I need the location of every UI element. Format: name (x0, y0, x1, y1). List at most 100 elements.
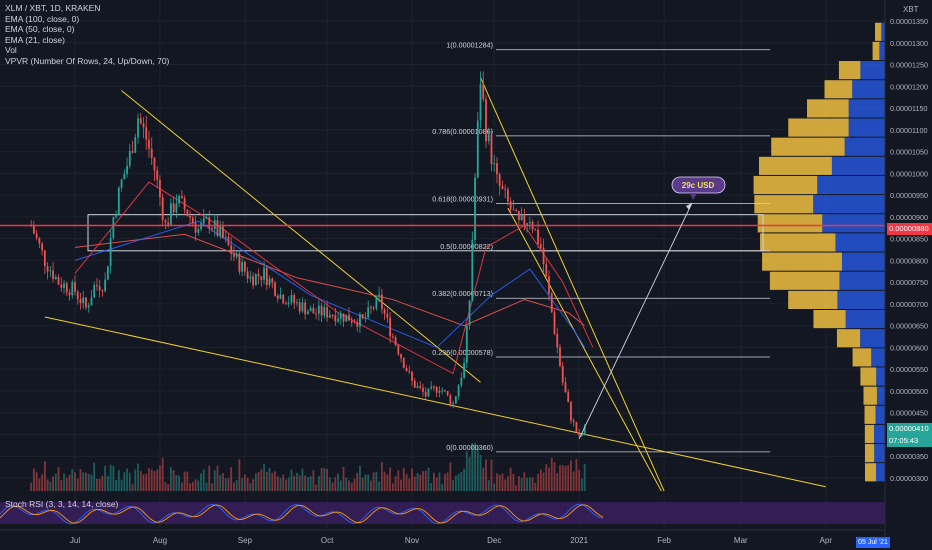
candle-body (249, 276, 252, 279)
legend-ema100[interactable]: EMA (100, close, 0) (5, 13, 80, 24)
candle-body (307, 311, 309, 315)
volume-bar (405, 474, 408, 491)
legend-vpvr[interactable]: VPVR (Number Of Rows, 24, Up/Down, 70) (5, 55, 170, 66)
volume-bar (96, 478, 98, 491)
candle-body (263, 267, 265, 280)
volume-bar (430, 483, 433, 491)
candle-body (567, 392, 570, 403)
volume-bar (331, 482, 334, 491)
candle-body (485, 99, 487, 142)
trend-lines[interactable] (44, 77, 826, 492)
candle-body (293, 294, 296, 303)
candle-body (52, 270, 54, 279)
candle-body (197, 229, 200, 233)
vpvr-bar-up (813, 195, 885, 214)
candle-body (389, 317, 391, 337)
candle-body (156, 170, 159, 180)
vpvr-bar-up (852, 80, 885, 99)
candle-body (359, 314, 361, 327)
candle-body (137, 118, 139, 138)
volume-bar (507, 476, 509, 491)
legend-ema21[interactable]: EMA (21, close) (5, 34, 65, 45)
candle-body (82, 297, 85, 304)
candle-body (559, 347, 561, 366)
vpvr-bar-down (771, 137, 845, 156)
fibonacci-retracement[interactable]: 1(0.00001284) 0.786(0.00001086) 0.618(0.00… (432, 41, 770, 453)
volume-bar (444, 473, 446, 491)
volume-bar (391, 483, 394, 491)
candle-body (504, 188, 507, 190)
candle-body (575, 422, 578, 433)
volume-bar (167, 484, 170, 491)
volume-bar (326, 469, 328, 491)
volume-bar (337, 473, 339, 491)
candle-body (35, 233, 38, 238)
fib-level-label: 0.5(0.00000822) (440, 242, 493, 251)
volume-bar (93, 462, 96, 491)
candle-body (328, 314, 331, 318)
volume-bar (433, 472, 435, 491)
candle-body (545, 264, 548, 277)
resistance-zone[interactable] (87, 214, 764, 252)
candle-body (400, 354, 402, 359)
candle-body (202, 218, 205, 224)
candle-body (317, 305, 320, 314)
volume-bar (528, 477, 531, 491)
vpvr-bar-down (788, 118, 849, 137)
volume-bar (386, 474, 389, 491)
volume-bar (279, 478, 282, 491)
legend-vol[interactable]: Vol (5, 45, 17, 56)
vpvr-bar-down (838, 61, 861, 80)
candle-body (468, 300, 471, 326)
symbol-title[interactable]: XLM / XBT, 1D, KRAKEN (5, 3, 101, 13)
trend-line (480, 77, 665, 492)
candle-body (449, 395, 452, 405)
volume-bar (115, 480, 117, 491)
vpvr-bar-up (848, 118, 885, 137)
volume-bar (238, 459, 241, 491)
candle-body (87, 305, 90, 308)
candle-body (68, 292, 71, 296)
fib-level-label: 1(0.00001284) (446, 41, 493, 50)
candle-body (139, 118, 142, 124)
candle-body (241, 261, 244, 272)
annotations[interactable]: 29c USD (0, 176, 885, 440)
candle-body (581, 434, 583, 436)
price-tick-label: 0.00001100 (890, 126, 927, 135)
vpvr-bar-down (757, 214, 823, 233)
rsi-legend[interactable]: Stoch RSI (3, 3, 14, 14, close) (5, 499, 119, 509)
candle-body (265, 267, 268, 286)
candle-body (452, 403, 455, 405)
candle-body (548, 276, 550, 294)
volume-bar (208, 465, 211, 491)
volume-bar (380, 462, 383, 491)
candle-body (43, 250, 46, 267)
volume-bar (372, 472, 375, 491)
volume-bar (424, 470, 427, 491)
price-tick-label: 0.00000600 (890, 343, 928, 352)
volume-bar (104, 465, 107, 491)
candle-body (142, 123, 145, 128)
legend-ema50[interactable]: EMA (50, close, 0) (5, 24, 75, 35)
volume-bar (479, 455, 482, 491)
volume-bar (471, 443, 474, 491)
volume-bar (260, 469, 263, 491)
volume-bar (134, 469, 137, 491)
time-axis-bg (0, 530, 885, 550)
candle-body (167, 222, 170, 225)
candle-body (279, 294, 282, 299)
candle-body (219, 226, 222, 236)
vpvr-bar-down (753, 175, 818, 195)
volume-bar (307, 477, 309, 491)
candle-body (120, 179, 123, 188)
volume-bar (334, 477, 337, 491)
annotation-pointer (690, 193, 697, 200)
volume-bar (460, 472, 463, 491)
candle-body (578, 432, 581, 436)
vpvr-bar-up (839, 271, 885, 290)
time-tick-label: Feb (657, 536, 671, 545)
volume-bar (274, 471, 276, 491)
volume-bar (575, 458, 578, 491)
volume-bar (578, 469, 581, 491)
